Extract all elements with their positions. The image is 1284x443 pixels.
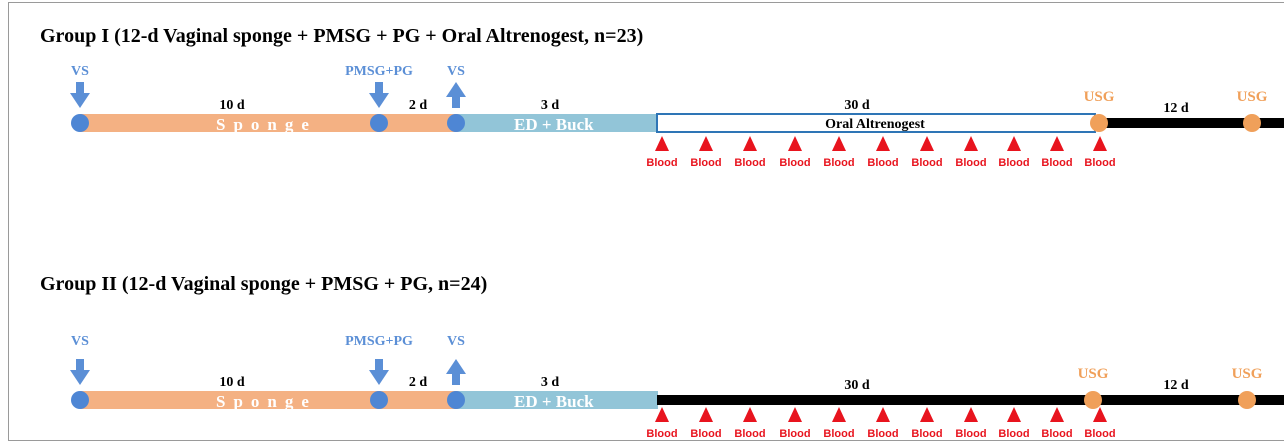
group2-blood-markers: Blood Blood Blood Blood Blood Blood Blood Blood… xyxy=(646,407,1116,440)
arrow-icon xyxy=(446,359,466,385)
group1-usg2-label: USG xyxy=(1237,89,1268,105)
group2-ed-bar xyxy=(458,391,658,409)
triangle-marker-icon xyxy=(876,136,890,151)
group1-pmsg-dot xyxy=(370,114,388,132)
group2-sponge-bar xyxy=(80,391,460,409)
blood-label: Blood xyxy=(998,157,1029,169)
group1-vs-remove-dot xyxy=(447,114,465,132)
arrow-icon xyxy=(369,82,389,108)
group2-vs-insert-label: VS xyxy=(71,334,89,349)
arrow-icon xyxy=(70,359,90,385)
blood-label: Blood xyxy=(867,428,898,440)
group1-pmsg-pg-label: PMSG+PG xyxy=(345,64,413,79)
group2-ed-days: 3 d xyxy=(541,375,560,390)
triangle-marker-icon xyxy=(699,407,713,422)
blood-label: Blood xyxy=(1084,428,1115,440)
group2-usg1-dot xyxy=(1084,391,1102,409)
group1-sponge-bar xyxy=(80,114,460,132)
group1-treat-days: 30 d xyxy=(844,98,870,113)
group2-title: Group II (12-d Vaginal sponge + PMSG + P… xyxy=(40,273,487,295)
arrow-icon xyxy=(70,82,90,108)
blood-label: Blood xyxy=(1041,428,1072,440)
triangle-marker-icon xyxy=(920,407,934,422)
triangle-marker-icon xyxy=(743,407,757,422)
blood-label: Blood xyxy=(1084,157,1115,169)
blood-label: Blood xyxy=(867,157,898,169)
triangle-marker-icon xyxy=(1093,136,1107,151)
blood-label: Blood xyxy=(779,428,810,440)
group1-blood-markers: Blood Blood Blood Blood Blood Blood Blood Blood… xyxy=(646,136,1116,169)
triangle-marker-icon xyxy=(1050,407,1064,422)
blood-label: Blood xyxy=(734,428,765,440)
diagram-frame xyxy=(8,2,1284,441)
group1-ed-bar xyxy=(458,114,658,132)
blood-label: Blood xyxy=(734,157,765,169)
group2-panel: Group II (12-d Vaginal sponge + PMSG + P… xyxy=(40,273,1284,440)
group1-vs-insert-dot xyxy=(71,114,89,132)
group1-pmsg-days: 2 d xyxy=(409,98,428,113)
group1-sponge-label: Sponge xyxy=(216,115,317,134)
triangle-marker-icon xyxy=(1007,136,1021,151)
group1-usg2-dot xyxy=(1243,114,1261,132)
triangle-marker-icon xyxy=(1007,407,1021,422)
group2-usg-interval: 12 d xyxy=(1163,378,1189,393)
blood-label: Blood xyxy=(690,157,721,169)
triangle-marker-icon xyxy=(655,407,669,422)
group1-followup-line xyxy=(1098,118,1284,128)
group2-vs-insert-dot xyxy=(71,391,89,409)
group1-ed-days: 3 d xyxy=(541,98,560,113)
group1-ed-label: ED + Buck xyxy=(514,115,594,134)
triangle-marker-icon xyxy=(1050,136,1064,151)
group2-usg2-label: USG xyxy=(1232,366,1263,382)
blood-label: Blood xyxy=(998,428,1029,440)
triangle-marker-icon xyxy=(832,407,846,422)
group2-vs-remove-dot xyxy=(447,391,465,409)
group2-treat-days: 30 d xyxy=(844,378,870,393)
triangle-marker-icon xyxy=(1093,407,1107,422)
blood-label: Blood xyxy=(690,428,721,440)
blood-label: Blood xyxy=(955,428,986,440)
triangle-marker-icon xyxy=(920,136,934,151)
triangle-marker-icon xyxy=(788,136,802,151)
blood-label: Blood xyxy=(911,428,942,440)
group2-pmsg-dot xyxy=(370,391,388,409)
group2-pmsg-pg-label: PMSG+PG xyxy=(345,334,413,349)
blood-label: Blood xyxy=(1041,157,1072,169)
group2-vs-remove-label: VS xyxy=(447,334,465,349)
group2-ed-label: ED + Buck xyxy=(514,392,594,411)
group2-usg1-label: USG xyxy=(1078,366,1109,382)
blood-label: Blood xyxy=(823,157,854,169)
triangle-marker-icon xyxy=(964,407,978,422)
arrow-icon xyxy=(446,82,466,108)
blood-label: Blood xyxy=(955,157,986,169)
blood-label: Blood xyxy=(823,428,854,440)
triangle-marker-icon xyxy=(876,407,890,422)
group1-vs-remove-label: VS xyxy=(447,64,465,79)
group1-usg-interval: 12 d xyxy=(1163,101,1189,116)
triangle-marker-icon xyxy=(832,136,846,151)
group2-sponge-label: Sponge xyxy=(216,392,317,411)
arrow-icon xyxy=(369,359,389,385)
blood-label: Blood xyxy=(911,157,942,169)
group1-usg1-dot xyxy=(1090,114,1108,132)
triangle-marker-icon xyxy=(788,407,802,422)
triangle-marker-icon xyxy=(655,136,669,151)
group1-panel: Group I (12-d Vaginal sponge + PMSG + PG… xyxy=(40,25,1284,169)
blood-label: Blood xyxy=(646,157,677,169)
group1-altrenogest-label: Oral Altrenogest xyxy=(825,117,925,132)
group2-sponge-days: 10 d xyxy=(219,375,245,390)
group2-timeline-line xyxy=(657,395,1284,405)
group1-vs-insert-label: VS xyxy=(71,64,89,79)
group1-usg1-label: USG xyxy=(1084,89,1115,105)
group1-sponge-days: 10 d xyxy=(219,98,245,113)
triangle-marker-icon xyxy=(699,136,713,151)
group2-pmsg-days: 2 d xyxy=(409,375,428,390)
group1-title: Group I (12-d Vaginal sponge + PMSG + PG… xyxy=(40,25,643,47)
blood-label: Blood xyxy=(779,157,810,169)
blood-label: Blood xyxy=(646,428,677,440)
triangle-marker-icon xyxy=(743,136,757,151)
triangle-marker-icon xyxy=(964,136,978,151)
group2-usg2-dot xyxy=(1238,391,1256,409)
